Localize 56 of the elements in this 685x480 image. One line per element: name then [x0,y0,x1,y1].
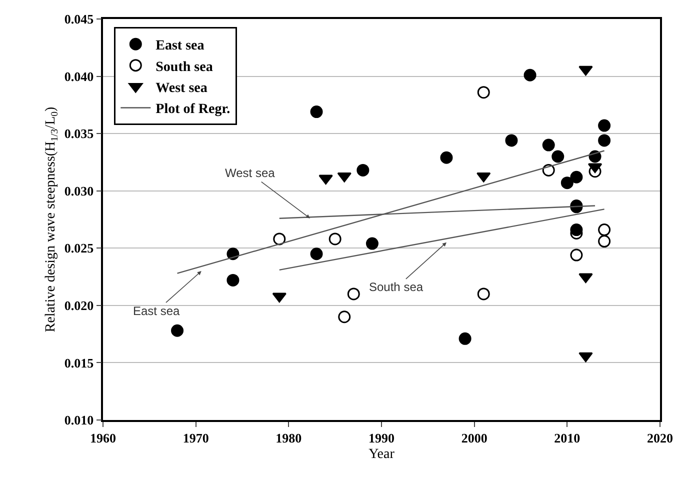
y-tick-label: 0.040 [64,68,94,84]
point [477,86,490,99]
point [458,332,472,345]
y-tick-label: 0.035 [64,126,94,142]
point [578,66,593,76]
point [560,176,574,190]
point [347,288,360,300]
point [578,273,593,284]
point [477,288,490,300]
annotation: East sea [133,304,180,318]
point [273,232,286,246]
x-tick-label: 2010 [554,430,580,446]
point [366,237,378,250]
point [598,119,611,132]
point [226,274,240,286]
point [356,164,370,176]
point [598,224,611,236]
x-tick-label: 2020 [647,430,673,446]
x-tick-label: 1970 [182,430,209,446]
point [505,134,518,147]
x-tick-label: 2000 [461,430,488,446]
point [578,352,593,362]
point [328,232,342,246]
point [310,106,323,118]
point [542,164,555,176]
point [570,248,583,262]
legend-label: East sea [156,38,204,54]
y-tick-label: 0.015 [64,355,94,370]
point [272,292,286,303]
point [440,151,453,164]
point [570,170,583,184]
y-tick-label: 0.030 [64,183,94,198]
legend-label: West sea [156,80,208,96]
point [598,134,611,147]
y-tick-label: 0.025 [64,240,94,256]
y-tick-label: 0.020 [64,298,94,313]
point [542,138,555,152]
y-tick-label: 0.045 [64,12,94,27]
point [552,150,564,163]
annotation: South sea [369,280,424,294]
point [476,172,491,182]
point [171,324,184,337]
point [524,68,536,82]
annotation: West sea [225,166,276,180]
point [338,310,351,324]
x-tick-label: 1960 [90,430,116,446]
legend-label: Plot of Regr. [156,102,230,118]
point [598,235,611,248]
point [588,163,602,174]
x-axis-title: Year [368,447,395,462]
point [310,248,323,260]
point [337,172,352,182]
y-tick-label: 0.010 [64,412,94,428]
x-tick-label: 1990 [368,430,394,446]
x-tick-label: 1980 [276,430,302,446]
legend-label: South sea [156,60,213,75]
